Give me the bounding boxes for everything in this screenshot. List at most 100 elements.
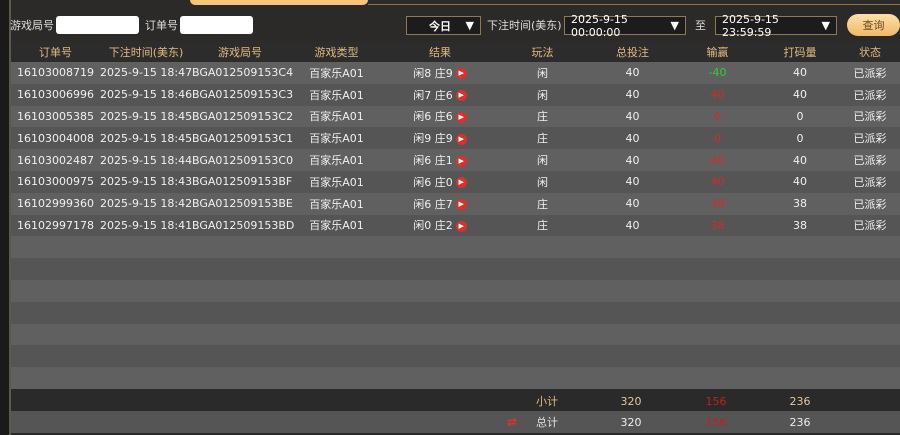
chevron-down-icon: ▼	[821, 19, 830, 32]
total-turnover: 236	[789, 415, 811, 429]
result-text: 闲7 庄6	[413, 88, 453, 102]
status-text: 已派彩	[853, 66, 887, 80]
bet-records-table: 订单号 下注时间(美东) 游戏局号 游戏类型 结果 玩法 总投注 输赢 打码量 …	[11, 41, 900, 389]
cell-order-id: 16102999360	[11, 192, 100, 215]
result-text: 闲6 庄0	[413, 175, 453, 189]
play-video-icon[interactable]: ▶	[455, 177, 467, 189]
chevron-down-icon: ▼	[465, 19, 474, 32]
cell-game-type: 百家乐A01	[288, 149, 385, 171]
cell-total-bet: 40	[590, 105, 675, 128]
order-id-text: 16103000975	[17, 175, 94, 189]
game-type-text: 百家乐A01	[309, 219, 364, 233]
active-tab-indicator[interactable]	[190, 0, 368, 5]
status-text: 已派彩	[853, 110, 887, 124]
left-border	[0, 0, 11, 435]
col-play: 玩法	[495, 41, 590, 62]
total-bet-text: 40	[625, 153, 640, 167]
cell-game-type: 百家乐A01	[288, 105, 385, 128]
bet-time-text: 2025-9-15 18:43	[100, 175, 193, 189]
cell-turnover: 38	[760, 192, 840, 215]
cell-total-bet: 40	[590, 127, 675, 150]
play-type-text: 庄	[537, 219, 548, 233]
cell-win-loss: 40	[675, 170, 760, 193]
cell-status: 已派彩	[840, 214, 900, 237]
round-id-text: BGA012509153C4	[192, 66, 294, 80]
cell-status: 已派彩	[840, 127, 900, 150]
win-loss-text: 40	[710, 153, 725, 167]
cell-order-id: 16103000975	[11, 170, 100, 193]
cell-total-bet: 40	[590, 83, 675, 106]
cell-total-bet: 40	[590, 170, 675, 193]
col-result: 结果	[385, 41, 495, 62]
game-type-text: 百家乐A01	[309, 110, 364, 124]
play-video-icon[interactable]: ▶	[455, 133, 467, 145]
win-loss-text: -40	[708, 66, 727, 80]
total-label: 总计	[536, 416, 558, 429]
round-input[interactable]	[56, 16, 139, 34]
play-video-icon[interactable]: ▶	[455, 220, 467, 232]
bet-time-text: 2025-9-15 18:41	[100, 218, 193, 232]
empty-cell	[11, 367, 900, 389]
cell-turnover: 40	[760, 83, 840, 106]
play-type-text: 庄	[537, 132, 548, 146]
round-id-text: BGA012509153BF	[192, 175, 293, 189]
to-label: 至	[695, 19, 706, 32]
play-video-icon[interactable]: ▶	[455, 68, 467, 80]
play-video-icon[interactable]: ▶	[455, 155, 467, 167]
cell-order-id: 16102997178	[11, 214, 100, 237]
total-row: ⇄ 总计 320 156 236	[11, 411, 900, 433]
cell-order-id: 16103008719	[11, 62, 100, 84]
cell-order-id: 16103002487	[11, 149, 100, 171]
table-row: 16103006996 2025-9-15 18:46 BGA012509153C3…	[11, 83, 900, 106]
cell-total-bet: 40	[590, 192, 675, 215]
cell-status: 已派彩	[840, 105, 900, 128]
game-type-text: 百家乐A01	[309, 154, 364, 168]
range-select[interactable]: 今日 ▼	[406, 16, 481, 35]
cell-result: 闲0 庄2 ▶	[385, 214, 495, 237]
empty-row	[11, 301, 900, 324]
cell-round-id: BGA012509153BE	[192, 192, 293, 215]
table-row: 16103000975 2025-9-15 18:43 BGA012509153BF…	[11, 170, 900, 193]
table-row: 16103008719 2025-9-15 18:47 BGA012509153C4…	[11, 62, 900, 84]
win-loss-text: 0	[714, 131, 721, 145]
cell-game-type: 百家乐A01	[288, 83, 385, 106]
empty-row	[11, 345, 900, 368]
result-text: 闲0 庄2	[413, 219, 453, 233]
play-video-icon[interactable]: ▶	[455, 199, 467, 211]
cell-round-id: BGA012509153BF	[192, 170, 292, 193]
play-type-text: 闲	[537, 66, 548, 80]
cell-order-id: 16103006996	[11, 83, 100, 106]
cell-win-loss: 38	[675, 214, 760, 237]
divider	[368, 4, 900, 5]
cell-turnover: 38	[760, 214, 840, 237]
refresh-arrows-icon[interactable]: ⇄	[506, 415, 518, 429]
total-bet-text: 40	[625, 197, 640, 211]
play-video-icon[interactable]: ▶	[455, 90, 467, 102]
cell-game-type: 百家乐A01	[288, 127, 385, 150]
result-text: 闲6 庄1	[413, 154, 453, 168]
cell-round-id: BGA012509153BD	[192, 214, 294, 237]
empty-cell	[11, 236, 900, 259]
status-text: 已派彩	[853, 154, 887, 168]
total-bet-text: 40	[625, 175, 640, 189]
query-button[interactable]: 查询	[847, 14, 900, 36]
col-time: 下注时间(美东)	[100, 41, 192, 62]
status-text: 已派彩	[853, 219, 887, 233]
cell-win-loss: 0	[675, 105, 760, 128]
subtotal-row: 小计 320 156 236	[11, 390, 900, 412]
cell-round-id: BGA012509153C3	[192, 83, 293, 106]
cell-result: 闲6 庄7 ▶	[385, 192, 495, 215]
status-text: 已派彩	[853, 197, 887, 211]
cell-result: 闲6 庄0 ▶	[385, 170, 495, 193]
subtotal-label: 小计	[536, 395, 558, 408]
bet-time-text: 2025-9-15 18:46	[100, 88, 193, 102]
cell-game-type: 百家乐A01	[288, 214, 385, 237]
start-time-select[interactable]: 2025-9-15 00:00:00 ▼	[564, 13, 686, 39]
play-video-icon[interactable]: ▶	[455, 111, 467, 123]
end-time-select[interactable]: 2025-9-15 23:59:59 ▼	[715, 13, 837, 39]
order-id-text: 16103005385	[17, 109, 94, 123]
subtotal-win: 156	[705, 394, 727, 408]
empty-row	[11, 323, 900, 346]
order-input[interactable]	[180, 16, 253, 34]
total-bet: 320	[620, 415, 642, 429]
